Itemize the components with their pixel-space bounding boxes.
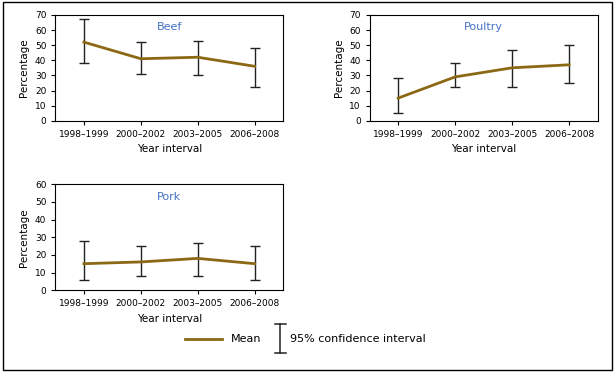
Text: Poultry: Poultry (464, 22, 503, 32)
Text: Beef: Beef (156, 22, 182, 32)
Y-axis label: Percentage: Percentage (19, 208, 30, 266)
X-axis label: Year interval: Year interval (137, 314, 202, 324)
Text: Pork: Pork (157, 192, 182, 202)
Y-axis label: Percentage: Percentage (334, 39, 344, 97)
X-axis label: Year interval: Year interval (451, 144, 516, 154)
Text: Mean: Mean (231, 334, 262, 343)
Y-axis label: Percentage: Percentage (19, 39, 30, 97)
X-axis label: Year interval: Year interval (137, 144, 202, 154)
Text: 95% confidence interval: 95% confidence interval (290, 334, 426, 343)
